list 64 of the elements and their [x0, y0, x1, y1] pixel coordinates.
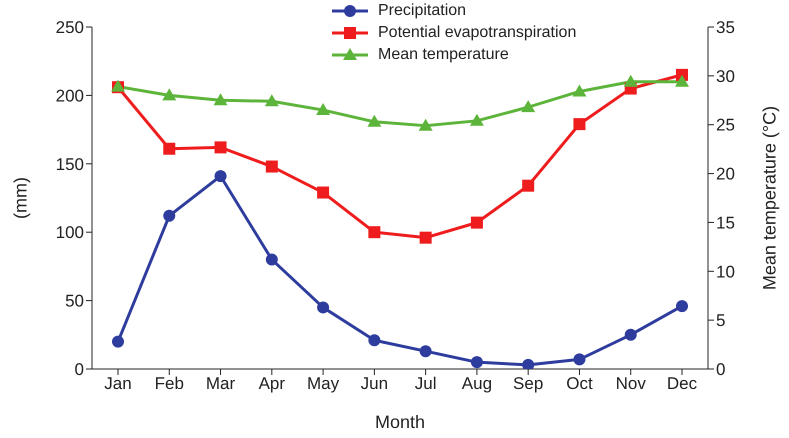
point: [470, 356, 483, 368]
point: [624, 74, 638, 87]
y-tick-label: 250: [56, 18, 84, 38]
point: [317, 301, 330, 314]
y-tick-label: 150: [56, 154, 84, 174]
x-tick-label: Aug: [462, 374, 492, 394]
legend-label: Potential evapotranspiration: [378, 23, 576, 43]
y-axis-title: (mm): [10, 177, 30, 219]
x-tick-label: Jan: [104, 374, 132, 394]
y-tick-label: 200: [56, 86, 84, 106]
y-tick-label: 50: [65, 292, 84, 311]
point: [317, 186, 330, 199]
x-tick-label: May: [307, 374, 340, 394]
x-tick-label: Apr: [258, 374, 286, 394]
point: [163, 210, 176, 222]
point: [162, 88, 176, 100]
x-tick-label: Dec: [666, 374, 698, 394]
point: [470, 216, 483, 229]
y2-tick-label: 35: [716, 18, 735, 38]
point: [266, 254, 278, 266]
point: [264, 94, 279, 106]
y2-tick-label: 0: [716, 360, 726, 380]
point: [368, 226, 380, 238]
point: [675, 74, 689, 87]
x-tick-label: Jun: [360, 374, 388, 394]
x-tick-label: Mar: [206, 374, 236, 394]
point: [420, 232, 432, 244]
point: [573, 118, 586, 130]
point: [214, 141, 227, 154]
point: [572, 84, 586, 96]
x-tick-label: Oct: [566, 374, 593, 394]
y2-tick-label: 10: [716, 262, 735, 282]
point: [367, 114, 382, 127]
point: [316, 103, 330, 116]
y-tick-label: 100: [56, 223, 84, 242]
point: [214, 93, 228, 106]
y2-tick-label: 15: [716, 213, 735, 232]
point: [418, 118, 433, 131]
y-tick-label: 0: [74, 360, 84, 380]
x-tick-label: Jul: [414, 374, 437, 394]
point: [163, 142, 176, 155]
y2-tick-label: 25: [716, 116, 735, 135]
legend-label: Precipitation: [378, 1, 466, 21]
y2-axis-title: Mean temperature (°C): [759, 106, 780, 290]
legend-label: Mean temperature: [378, 45, 509, 65]
point: [573, 353, 586, 366]
point: [214, 170, 227, 182]
x-tick-label: Feb: [154, 374, 184, 394]
point: [522, 358, 534, 369]
point: [470, 114, 484, 126]
point: [676, 300, 688, 312]
point: [368, 334, 380, 346]
point: [266, 160, 278, 173]
x-axis-title: Month: [374, 412, 426, 432]
y2-tick-label: 20: [716, 164, 735, 184]
point: [420, 345, 432, 358]
x-tick-label: Nov: [616, 374, 646, 394]
point: [521, 100, 536, 112]
point: [112, 336, 124, 348]
y2-tick-label: 5: [716, 311, 726, 330]
y2-tick-label: 30: [716, 66, 735, 86]
point: [624, 328, 637, 341]
x-tick-label: Sep: [513, 374, 544, 394]
point: [522, 180, 534, 192]
